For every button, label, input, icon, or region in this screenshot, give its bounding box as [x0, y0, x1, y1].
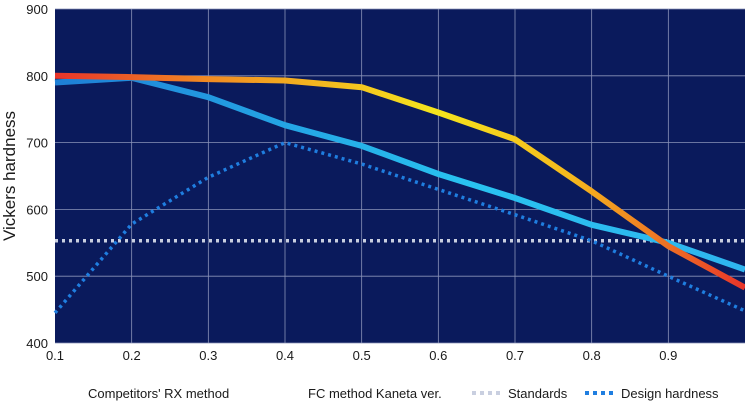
y-tick-label: 400 [26, 336, 48, 351]
x-tick-label: 0.7 [506, 348, 524, 363]
y-axis-label: Vickers hardness [0, 111, 19, 241]
legend-label-competitors-rx-method: Competitors' RX method [88, 386, 229, 401]
y-axis: 400 500 600 700 800 900 [26, 2, 48, 351]
legend: Competitors' RX method FC method Kaneta v… [52, 386, 719, 401]
x-tick-label: 0.4 [276, 348, 294, 363]
x-tick-label: 0.8 [583, 348, 601, 363]
series-line-competitors-rx-method [54, 74, 745, 273]
x-axis: 0.1 0.2 0.3 0.4 0.5 0.6 0.7 0.8 0.9 [46, 348, 677, 363]
grid [55, 8, 745, 344]
y-tick-label: 700 [26, 136, 48, 151]
x-tick-label: 0.6 [429, 348, 447, 363]
series-line-fc-method-kaneta-ver [54, 72, 745, 291]
y-tick-label: 500 [26, 269, 48, 284]
x-tick-label: 0.3 [199, 348, 217, 363]
x-tick-label: 0.5 [353, 348, 371, 363]
legend-label-fc-method-kaneta-ver: FC method Kaneta ver. [308, 386, 442, 401]
series-line-design-hardness [53, 140, 745, 315]
x-tick-label: 0.1 [46, 348, 64, 363]
legend-label-standards: Standards [508, 386, 568, 401]
plot-area [55, 9, 745, 343]
y-tick-label: 900 [26, 2, 48, 17]
x-tick-label: 0.2 [123, 348, 141, 363]
legend-label-design-hardness: Design hardness [621, 386, 719, 401]
series-layer [53, 72, 745, 315]
x-tick-label: 0.9 [659, 348, 677, 363]
y-tick-label: 600 [26, 202, 48, 217]
y-tick-label: 800 [26, 69, 48, 84]
